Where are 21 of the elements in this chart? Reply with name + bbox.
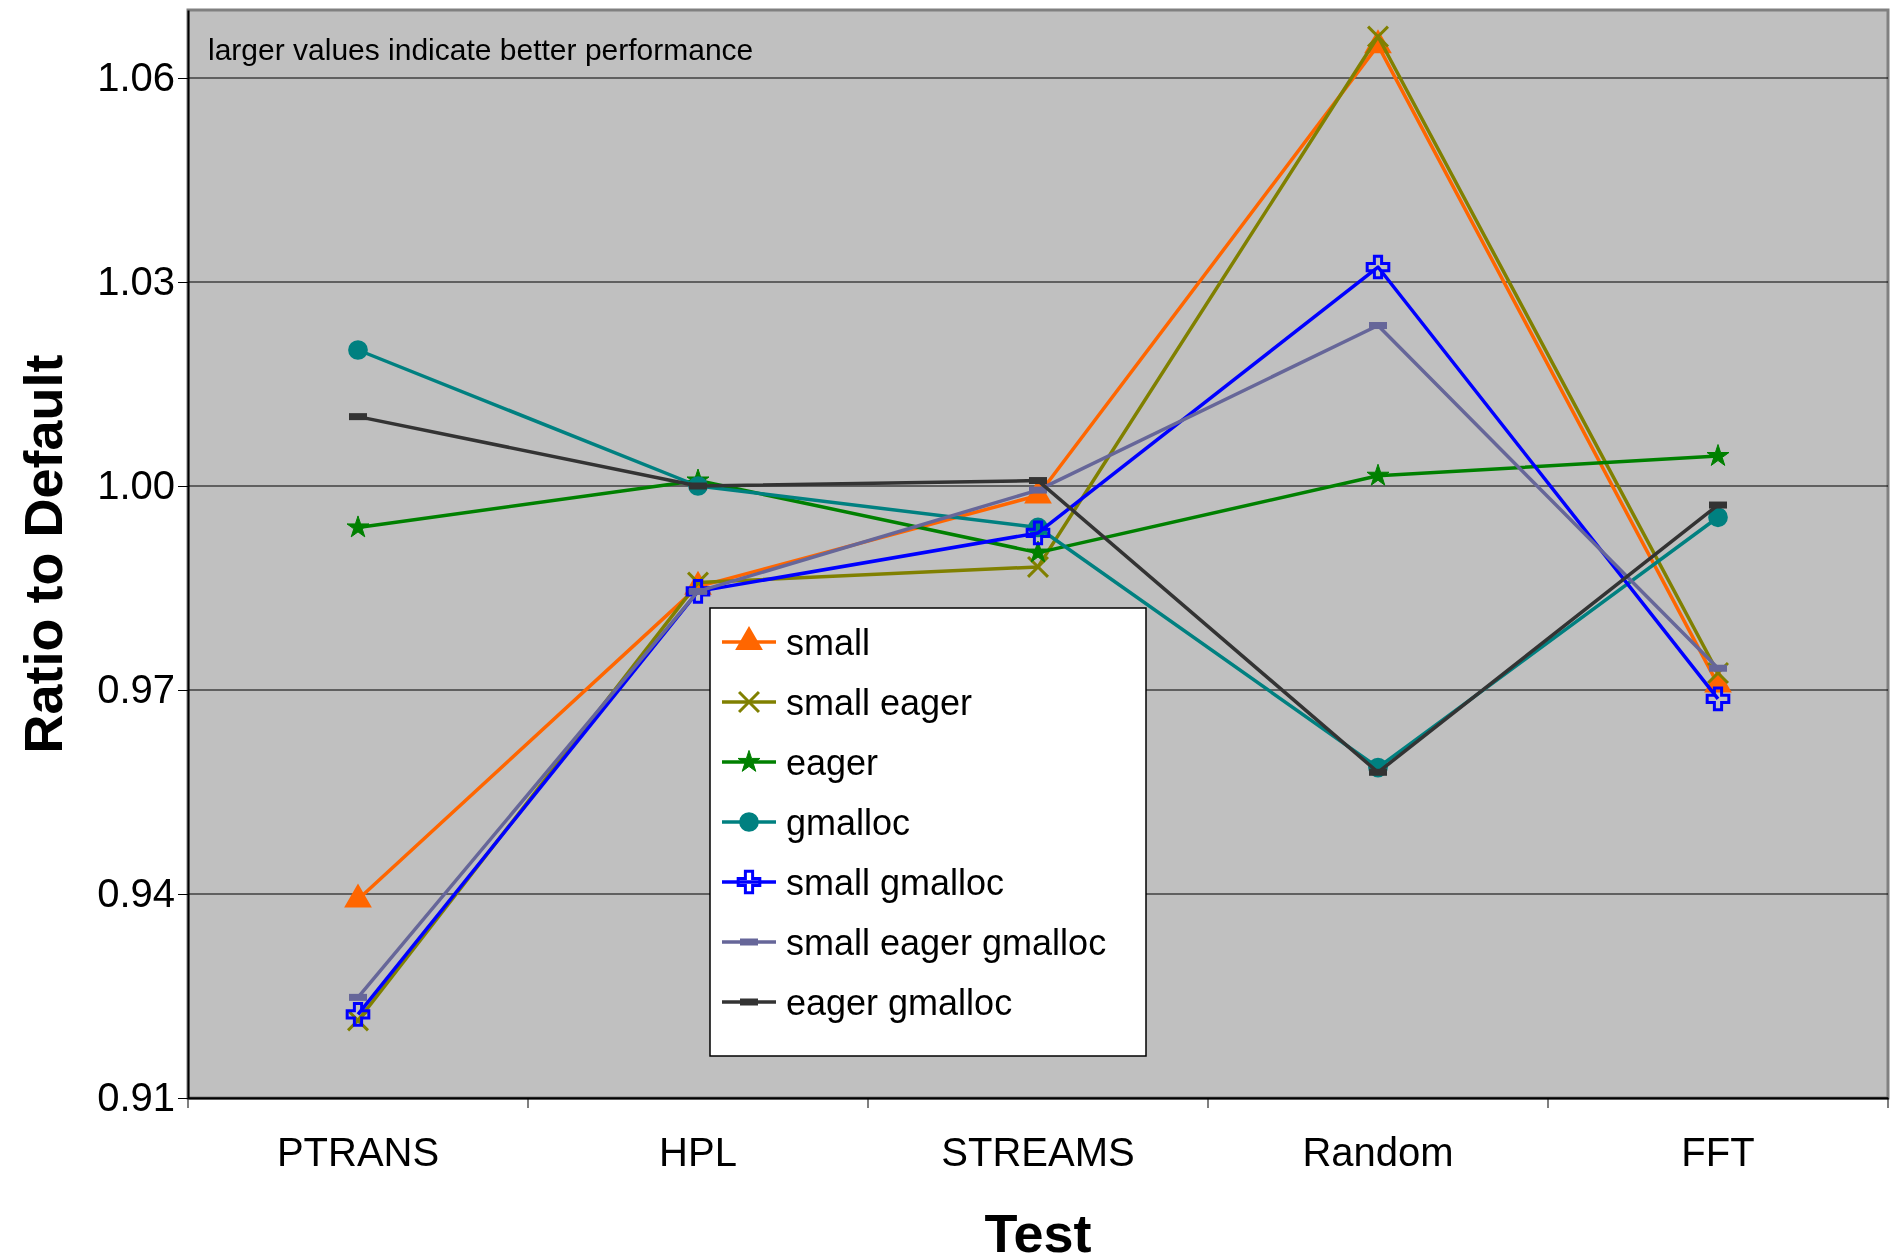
legend-label: small eager <box>786 682 973 723</box>
y-axis-title: Ratio to Default <box>13 354 73 754</box>
legend-label: eager <box>786 742 879 783</box>
legend-label: eager gmalloc <box>786 982 1013 1023</box>
x-tick-label: STREAMS <box>941 1130 1135 1175</box>
x-axis-title: Test <box>984 1203 1092 1259</box>
legend-label: small <box>786 622 871 663</box>
y-tick-label: 0.97 <box>97 667 175 712</box>
legend-label: small eager gmalloc <box>786 922 1107 963</box>
x-tick-label: FFT <box>1681 1130 1755 1175</box>
y-tick-label: 1.03 <box>97 259 175 304</box>
legend-label: gmalloc <box>786 802 911 843</box>
legend-label: small gmalloc <box>786 862 1005 903</box>
x-tick-label: PTRANS <box>276 1130 440 1175</box>
annotation: larger values indicate better performance <box>208 33 754 66</box>
y-tick-label: 1.06 <box>97 55 175 100</box>
x-tick-label: Random <box>1302 1130 1454 1175</box>
y-tick-label: 0.94 <box>97 871 175 916</box>
y-tick-label: 1.00 <box>97 463 175 508</box>
y-tick-label: 0.91 <box>97 1075 175 1120</box>
x-tick-label: HPL <box>659 1130 737 1175</box>
